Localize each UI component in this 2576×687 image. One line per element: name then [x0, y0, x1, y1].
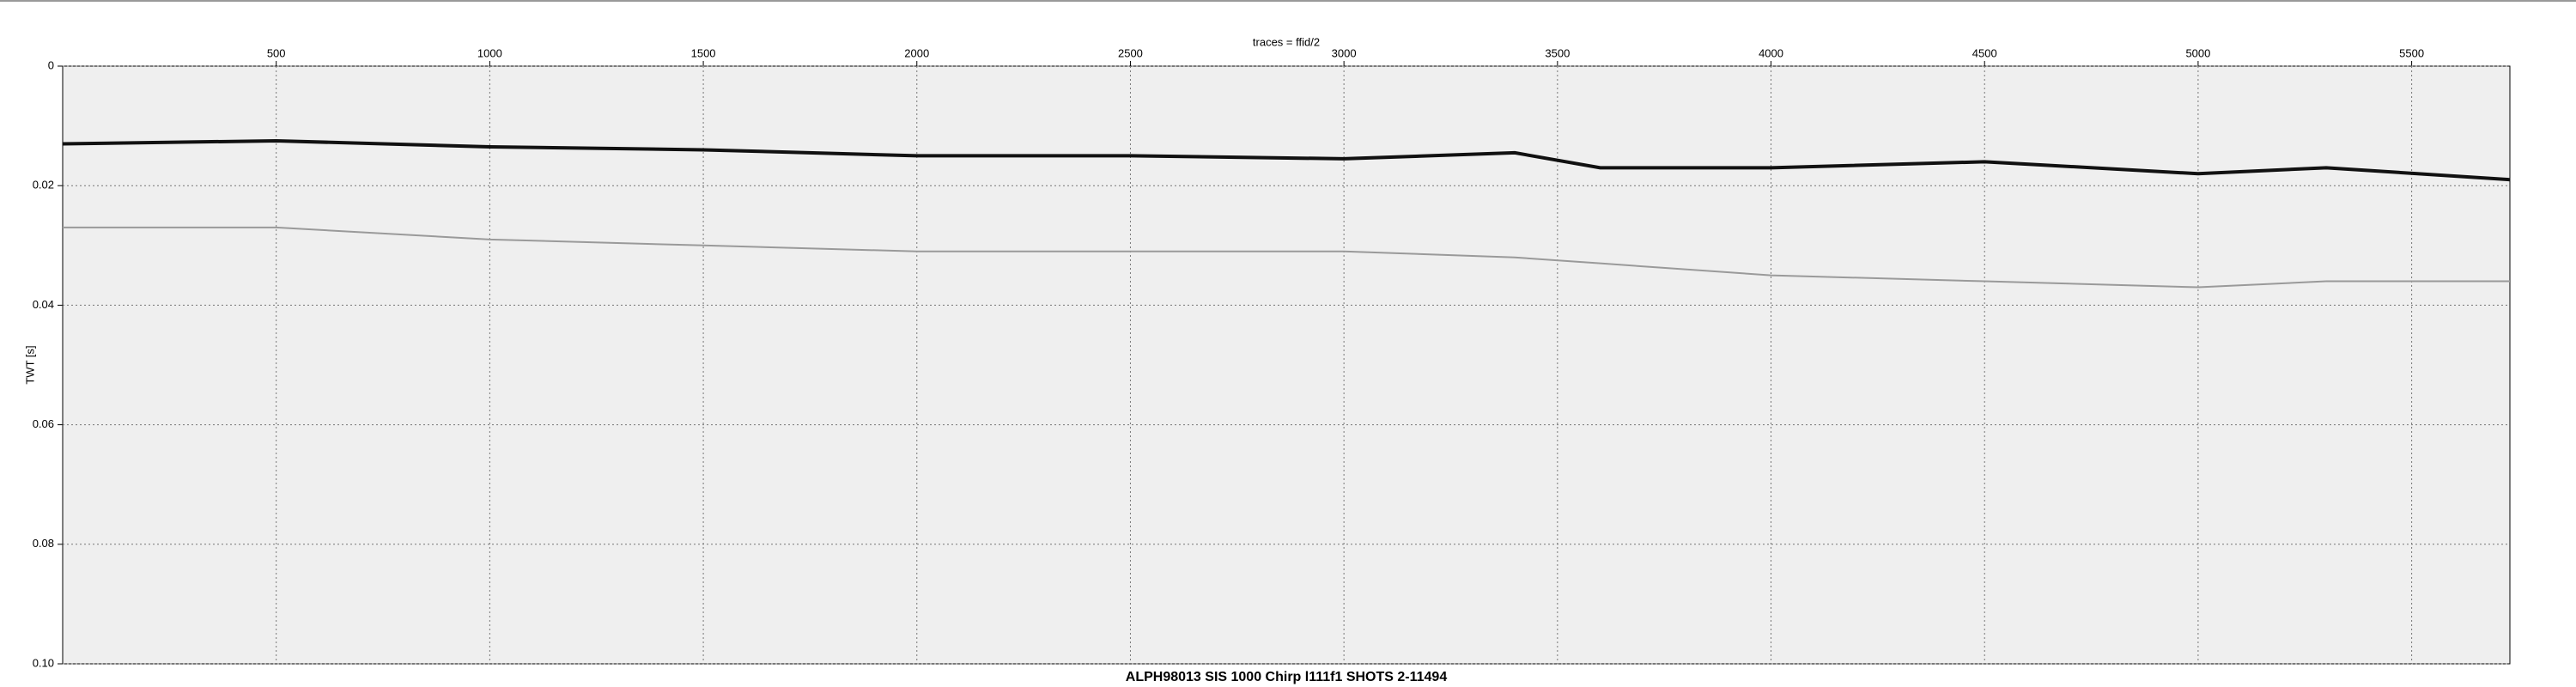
chart-title: ALPH98013 SIS 1000 Chirp l111f1 SHOTS 2-… [1126, 670, 1448, 684]
y-tick-label: 0.04 [33, 298, 54, 311]
x-tick-label: 4500 [1972, 46, 1997, 59]
x-tick-label: 500 [267, 46, 286, 59]
x-tick-label: 1500 [691, 46, 716, 59]
y-axis-label: TWT [s] [23, 345, 36, 384]
y-tick-label: 0.10 [33, 656, 54, 669]
x-tick-label: 2500 [1118, 46, 1143, 59]
x-tick-label: 1000 [477, 46, 502, 59]
y-tick-label: 0.02 [33, 179, 54, 192]
x-tick-label: 5500 [2399, 46, 2424, 59]
x-tick-label: 3500 [1545, 46, 1570, 59]
y-tick-label: 0.06 [33, 417, 54, 430]
reflector-line [63, 226, 2510, 289]
x-tick-label: 5000 [2185, 46, 2210, 59]
y-tick-label: 0 [48, 58, 54, 71]
x-tick-label: 4000 [1759, 46, 1783, 59]
x-tick-label: 2000 [904, 46, 929, 59]
reflector-line [62, 138, 2511, 182]
x-tick-label: 3000 [1332, 46, 1357, 59]
x-axis-label: traces = ffid/2 [1253, 35, 1320, 48]
y-tick-label: 0.08 [33, 537, 54, 550]
plot-area [62, 65, 2511, 665]
